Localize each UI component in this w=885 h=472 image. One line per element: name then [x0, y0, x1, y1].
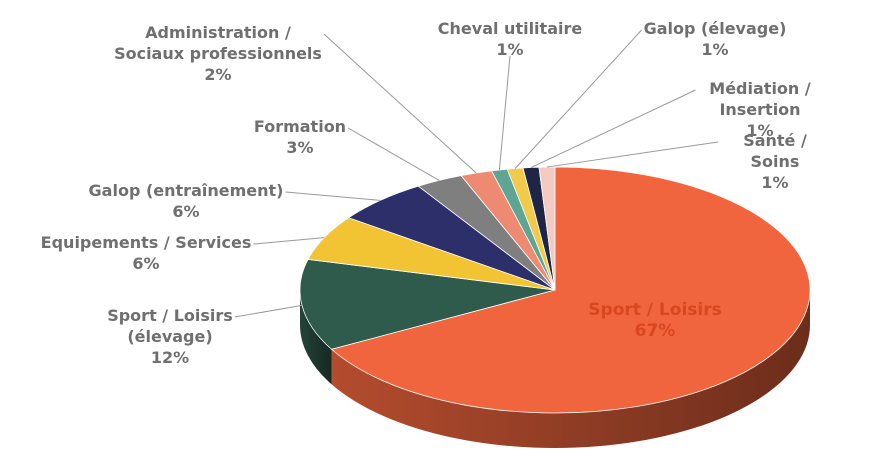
slice-side — [331, 290, 811, 448]
slice-label: Administration / Sociaux professionnels 2… — [114, 22, 322, 85]
slice-sides — [300, 290, 811, 448]
category-label: Médiation / Insertion — [709, 79, 811, 119]
leader-line — [253, 237, 325, 245]
category-label: Sport / Loisirs (élevage) — [107, 306, 233, 346]
slice-label: Sport / Loisirs (élevage) 12% — [107, 305, 233, 368]
slice-side — [300, 290, 332, 385]
category-label: Santé / Soins — [743, 131, 807, 171]
value-label: 6% — [132, 254, 160, 273]
slice-tops — [299, 166, 811, 414]
slice — [299, 258, 556, 350]
category-label: Galop (entraînement) — [88, 181, 284, 200]
slice-label: Galop (entraînement) 6% — [89, 180, 284, 222]
category-label: Administration / Sociaux professionnels — [114, 23, 322, 63]
slice-label: Sport / Loisirs 67% — [588, 300, 721, 342]
slice-label: Santé / Soins 1% — [720, 130, 830, 193]
category-label: Cheval utilitaire — [437, 19, 583, 38]
value-label: 6% — [172, 202, 200, 221]
category-label: Sport / Loisirs — [588, 300, 722, 320]
value-label: 1% — [496, 40, 524, 59]
category-label: Formation — [253, 117, 347, 136]
value-label: 3% — [286, 138, 314, 157]
slice-label: Galop (élevage) 1% — [644, 18, 787, 60]
slice-label: Médiation / Insertion 1% — [698, 78, 823, 141]
leader-line — [285, 191, 381, 201]
value-label: 1% — [701, 40, 729, 59]
value-label: 2% — [204, 65, 232, 84]
leader-line — [347, 127, 440, 181]
value-label: 12% — [150, 348, 190, 367]
slice — [330, 166, 811, 414]
slice — [538, 166, 556, 291]
leader-line — [234, 304, 303, 318]
value-label: 67% — [634, 321, 676, 341]
category-label: Galop (élevage) — [643, 19, 787, 38]
category-label: Equipements / Services — [40, 233, 252, 252]
value-label: 1% — [761, 173, 789, 192]
leader-line — [546, 141, 719, 168]
slice-label: Equipements / Services 6% — [41, 232, 252, 274]
slice-label: Cheval utilitaire 1% — [438, 18, 582, 60]
slice-label: Formation 3% — [254, 116, 346, 158]
leader-line — [498, 55, 511, 171]
leader-line — [530, 89, 696, 168]
leader-line — [514, 29, 642, 169]
leader-line — [323, 33, 477, 174]
value-label: 1% — [746, 121, 774, 140]
